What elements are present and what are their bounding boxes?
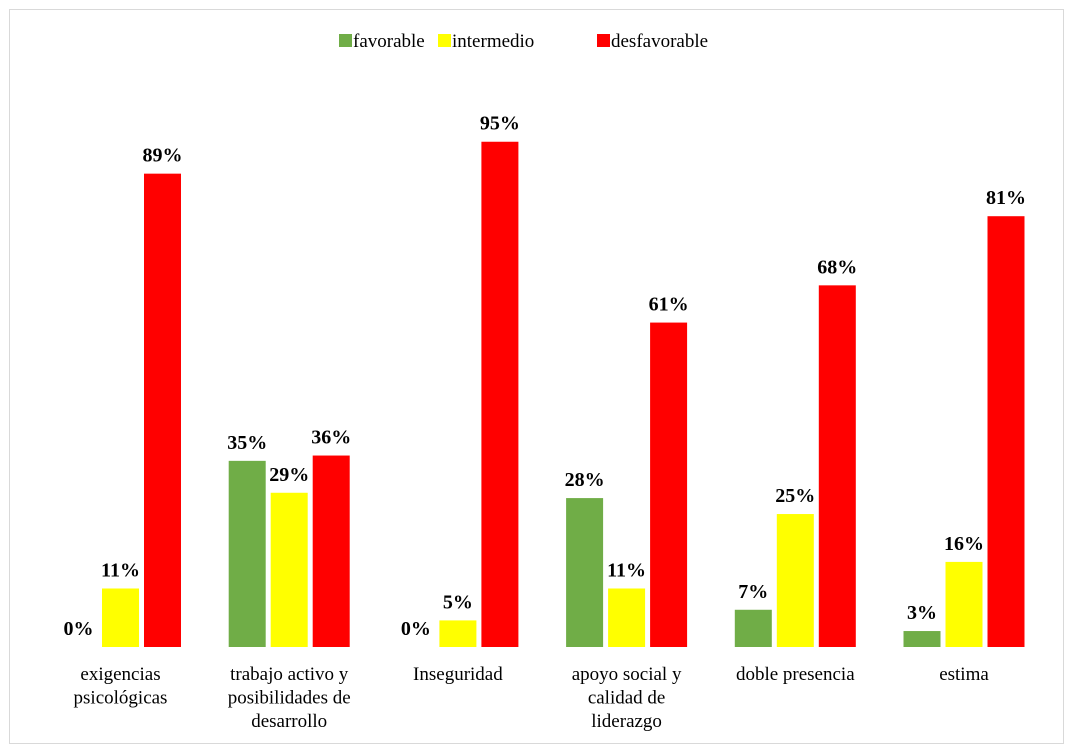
bar-favorable-5	[903, 631, 941, 647]
bar-desfavorable-1	[312, 455, 350, 647]
category-label-line: exigencias	[80, 664, 160, 685]
bar-favorable-4	[734, 609, 772, 647]
legend-label-desfavorable: desfavorable	[611, 31, 708, 52]
legend-label-favorable: favorable	[353, 31, 425, 52]
value-label-favorable-4: 7%	[738, 581, 768, 603]
legend-label-intermedio: intermedio	[452, 31, 534, 52]
bar-favorable-3	[566, 498, 604, 647]
value-label-favorable-2: 0%	[401, 618, 431, 640]
bar-desfavorable-4	[818, 285, 856, 647]
bar-favorable-1	[228, 460, 266, 647]
category-label-line: trabajo activo y	[230, 664, 349, 685]
value-label-favorable-5: 3%	[907, 602, 937, 624]
bars	[102, 141, 1025, 648]
legend-swatch-intermedio	[438, 34, 451, 47]
value-label-desfavorable-0: 89%	[143, 145, 183, 167]
bar-desfavorable-5	[987, 216, 1025, 647]
value-label-intermedio-5: 16%	[944, 533, 984, 555]
category-label-line: psicológicas	[74, 688, 168, 709]
bar-intermedio-0	[102, 588, 139, 647]
value-labels: 0% 11% 89% 35%29%36% 0% 5% 95% 28% 11% 61% 7% 25% 68…	[64, 113, 1027, 640]
value-label-desfavorable-4: 68%	[817, 256, 857, 278]
bar-intermedio-3	[608, 588, 646, 647]
value-label-desfavorable-3: 61%	[649, 294, 689, 316]
category-label-2: Inseguridad	[413, 664, 503, 685]
bar-intermedio-4	[776, 514, 814, 647]
category-label-line: estima	[939, 664, 989, 685]
category-label-0: exigencias psicológicas	[74, 664, 168, 709]
bar-intermedio-2	[439, 620, 477, 647]
category-label-4: doble presencia	[736, 664, 855, 685]
category-label-line: posibilidades de	[228, 688, 351, 709]
category-label-line: apoyo social y	[572, 664, 682, 685]
value-label-intermedio-1: 29%	[269, 464, 309, 486]
category-label-line: Inseguridad	[413, 664, 503, 685]
category-label-line: doble presencia	[736, 664, 855, 685]
category-label-3: apoyo social y calidad de liderazgo	[572, 664, 682, 732]
legend-swatch-desfavorable	[597, 34, 610, 47]
bar-desfavorable-3	[650, 322, 688, 647]
value-label-desfavorable-2: 95%	[480, 113, 520, 135]
chart-frame	[9, 9, 1064, 744]
value-label-favorable-0: 0%	[64, 618, 94, 640]
value-label-desfavorable-5: 81%	[986, 187, 1026, 209]
legend-swatch-favorable	[339, 34, 352, 47]
value-label-desfavorable-1: 36%	[311, 427, 351, 449]
value-label-intermedio-3: 11%	[607, 559, 646, 581]
value-label-favorable-3: 28%	[565, 469, 605, 491]
category-label-line: desarrollo	[251, 711, 327, 732]
value-label-intermedio-2: 5%	[443, 591, 473, 613]
value-label-intermedio-0: 11%	[101, 559, 140, 581]
bar-desfavorable-2	[481, 141, 519, 647]
category-label-5: estima	[939, 664, 989, 685]
bar-intermedio-1	[270, 492, 308, 647]
category-labels: exigencias psicológicas trabajo activo y po…	[74, 664, 990, 732]
category-label-line: calidad de	[588, 688, 666, 709]
category-label-line: liderazgo	[591, 711, 662, 732]
bar-intermedio-5	[945, 561, 983, 647]
value-label-favorable-1: 35%	[227, 432, 267, 454]
legend: favorable intermedio desfavorable	[339, 31, 708, 52]
value-label-intermedio-4: 25%	[775, 485, 815, 507]
category-label-1: trabajo activo y posibilidades de desarrol…	[228, 664, 351, 732]
bar-desfavorable-0	[144, 173, 181, 648]
